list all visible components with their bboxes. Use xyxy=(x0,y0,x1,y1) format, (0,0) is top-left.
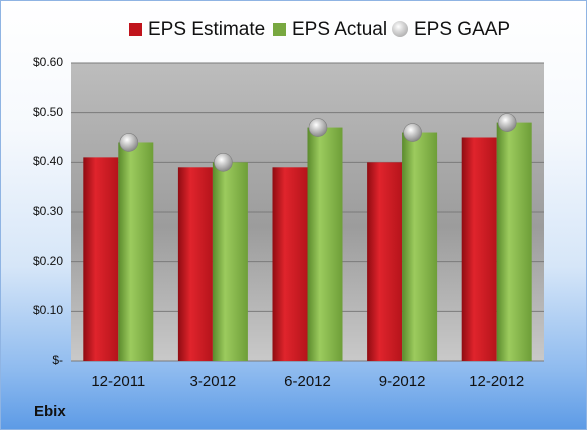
y-tick-label: $0.10 xyxy=(32,303,63,318)
legend-label-gaap: EPS GAAP xyxy=(414,19,511,40)
legend-marker-gaap xyxy=(392,21,408,37)
x-tick-label: 3-2012 xyxy=(189,373,237,390)
bar-eps-estimate xyxy=(177,167,213,361)
bar-eps-estimate xyxy=(367,162,403,361)
bar-eps-actual xyxy=(212,162,248,361)
x-tick-label: 12-2012 xyxy=(469,373,525,390)
legend-swatch-estimate xyxy=(129,23,142,36)
marker-eps-gaap xyxy=(214,153,233,172)
x-tick-label: 9-2012 xyxy=(378,373,426,390)
bar-eps-actual xyxy=(496,122,532,361)
legend: EPS Estimate EPS Actual EPS GAAP xyxy=(1,17,586,43)
bar-eps-estimate xyxy=(272,167,308,361)
bar-eps-actual xyxy=(307,127,343,361)
y-tick-label: $0.60 xyxy=(32,55,63,69)
bar-eps-actual xyxy=(118,142,154,361)
legend-label-actual: EPS Actual xyxy=(292,19,388,40)
marker-eps-gaap xyxy=(308,118,328,137)
legend-swatch-actual xyxy=(273,23,286,36)
legend-item-gaap: EPS GAAP xyxy=(392,17,510,43)
legend-item-actual: EPS Actual xyxy=(273,17,387,43)
x-tick-label: 12-2011 xyxy=(91,373,146,390)
bar-eps-estimate xyxy=(461,137,497,361)
x-tick-label: 6-2012 xyxy=(284,373,331,390)
y-tick-label: $0.20 xyxy=(32,253,63,268)
y-tick-label: $0.50 xyxy=(32,104,63,119)
y-tick-label: $- xyxy=(52,353,63,367)
bar-eps-estimate xyxy=(83,157,119,361)
marker-eps-gaap xyxy=(497,113,517,132)
bar-eps-actual xyxy=(402,132,438,361)
legend-item-estimate: EPS Estimate xyxy=(129,17,265,43)
y-tick-label: $0.30 xyxy=(32,204,63,218)
marker-eps-gaap xyxy=(403,123,422,142)
marker-eps-gaap xyxy=(119,133,139,152)
y-tick-label: $0.40 xyxy=(32,154,63,169)
company-name: Ebix xyxy=(34,403,66,420)
legend-label-estimate: EPS Estimate xyxy=(148,19,266,40)
